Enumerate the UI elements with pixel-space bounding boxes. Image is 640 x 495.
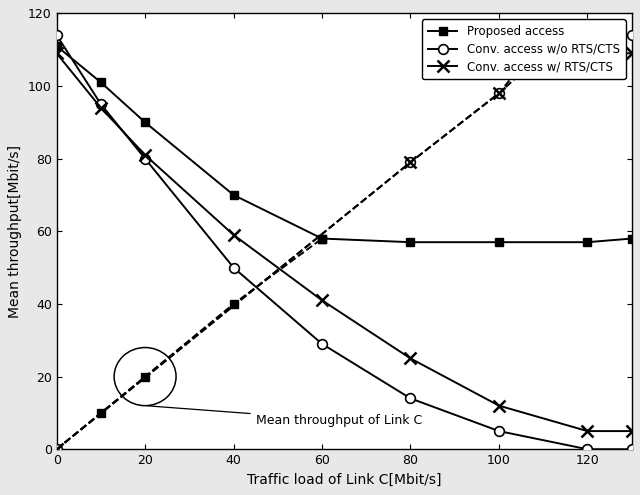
Conv. access w/ RTS/CTS bbox=[628, 428, 636, 434]
Conv. access w/o RTS/CTS bbox=[52, 32, 60, 38]
Proposed access bbox=[141, 119, 149, 125]
Proposed access bbox=[628, 236, 636, 242]
Conv. access w/ RTS/CTS bbox=[584, 428, 591, 434]
Line: Conv. access w/o RTS/CTS: Conv. access w/o RTS/CTS bbox=[52, 30, 637, 454]
Legend: Proposed access, Conv. access w/o RTS/CTS, Conv. access w/ RTS/CTS: Proposed access, Conv. access w/o RTS/CT… bbox=[422, 19, 626, 80]
Conv. access w/ RTS/CTS bbox=[230, 232, 237, 238]
Proposed access bbox=[495, 239, 503, 245]
Y-axis label: Mean throughput[Mbit/s]: Mean throughput[Mbit/s] bbox=[8, 145, 22, 318]
Conv. access w/o RTS/CTS bbox=[97, 101, 105, 107]
Conv. access w/ RTS/CTS bbox=[495, 403, 503, 409]
Conv. access w/o RTS/CTS bbox=[141, 155, 149, 161]
Proposed access bbox=[406, 239, 414, 245]
Conv. access w/ RTS/CTS bbox=[52, 50, 60, 56]
Conv. access w/ RTS/CTS bbox=[141, 152, 149, 158]
Proposed access bbox=[318, 236, 326, 242]
Conv. access w/o RTS/CTS bbox=[628, 446, 636, 452]
Conv. access w/o RTS/CTS bbox=[318, 341, 326, 347]
Line: Conv. access w/ RTS/CTS: Conv. access w/ RTS/CTS bbox=[51, 48, 637, 437]
Conv. access w/ RTS/CTS bbox=[406, 355, 414, 361]
Conv. access w/ RTS/CTS bbox=[97, 105, 105, 111]
X-axis label: Traffic load of Link C[Mbit/s]: Traffic load of Link C[Mbit/s] bbox=[247, 473, 442, 487]
Conv. access w/o RTS/CTS bbox=[495, 428, 503, 434]
Conv. access w/o RTS/CTS bbox=[584, 446, 591, 452]
Proposed access bbox=[97, 79, 105, 85]
Proposed access bbox=[52, 43, 60, 49]
Proposed access bbox=[584, 239, 591, 245]
Proposed access bbox=[230, 192, 237, 198]
Text: Mean throughput of Link C: Mean throughput of Link C bbox=[148, 406, 422, 427]
Line: Proposed access: Proposed access bbox=[52, 42, 636, 247]
Conv. access w/o RTS/CTS bbox=[406, 396, 414, 401]
Conv. access w/o RTS/CTS bbox=[230, 265, 237, 271]
Conv. access w/ RTS/CTS bbox=[318, 297, 326, 303]
